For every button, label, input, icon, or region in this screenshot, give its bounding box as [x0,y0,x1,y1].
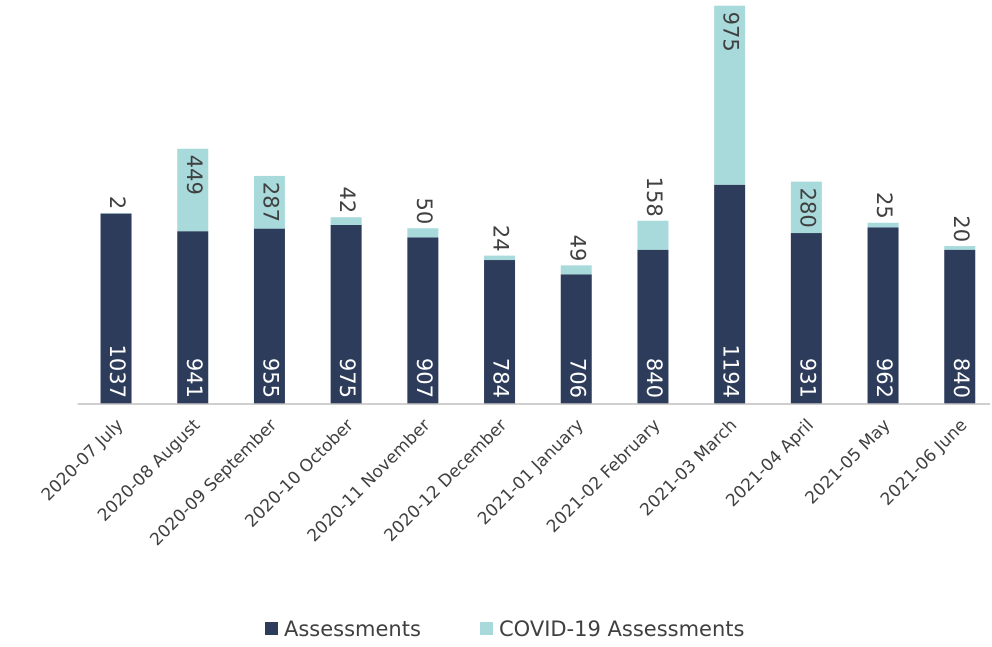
value-label: 840 [642,358,666,398]
value-label: 840 [949,358,973,398]
bar-segment [407,228,438,237]
legend-label: Assessments [284,617,421,641]
value-label: 2 [105,196,129,209]
value-label: 1037 [105,345,129,398]
value-label: 975 [719,12,743,52]
value-label: 50 [412,198,436,225]
value-label: 907 [412,358,436,398]
value-label: 962 [872,358,896,398]
bar-segment [331,217,362,225]
bar-segment [484,256,515,260]
legend-swatch [265,622,278,635]
bar-segment [868,223,899,228]
value-label: 24 [489,225,513,252]
bar-segment [944,246,975,250]
value-label: 280 [795,188,819,228]
legend: Assessments COVID-19 Assessments [265,617,744,641]
value-label: 1194 [719,345,743,398]
value-label: 931 [795,358,819,398]
legend-label: COVID-19 Assessments [499,617,744,641]
value-label: 784 [489,358,513,398]
value-label: 20 [949,215,973,242]
value-label: 25 [872,192,896,219]
bar-segment [637,221,668,250]
value-label: 706 [565,358,589,398]
bar-segment [561,265,592,274]
value-label: 975 [335,358,359,398]
value-label: 955 [258,358,282,398]
value-label: 941 [182,358,206,398]
value-label: 449 [182,155,206,195]
value-label: 158 [642,177,666,217]
legend-swatch [480,622,493,635]
value-label: 42 [335,187,359,214]
value-label: 287 [258,182,282,222]
value-label: 49 [565,235,589,262]
x-tick-label: 2020-09 September [146,415,281,550]
